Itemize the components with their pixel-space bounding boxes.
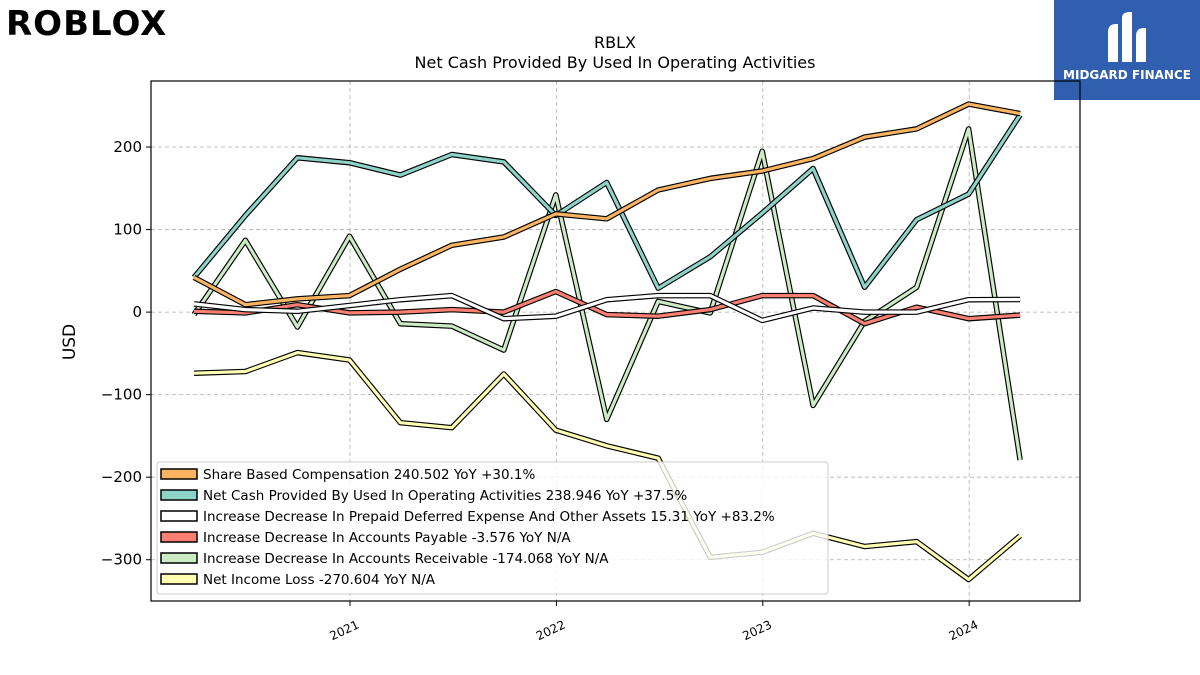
midgard-finance-name: MIDGARD FINANCE — [1063, 68, 1191, 82]
series-line — [193, 292, 1021, 324]
legend: Share Based Compensation 240.502 YoY +30… — [156, 461, 829, 595]
y-axis-label: USD — [60, 324, 80, 360]
legend-entry: Increase Decrease In Accounts Receivable… — [203, 551, 609, 567]
chart-title: RBLX — [594, 33, 636, 52]
legend-entry: Increase Decrease In Prepaid Deferred Ex… — [203, 509, 775, 525]
series-line-fill — [192, 114, 1022, 290]
legend-entry: Net Cash Provided By Used In Operating A… — [203, 488, 687, 504]
series-line-fill — [193, 294, 1021, 322]
y-tick-label: −300 — [101, 551, 142, 569]
series-line-fill — [193, 102, 1021, 307]
legend-entry: Share Based Compensation 240.502 YoY +30… — [203, 467, 535, 483]
y-tick-label: −100 — [101, 386, 142, 404]
x-tick-label: 2024 — [947, 618, 981, 644]
roblox-logo: ROBLOX — [6, 4, 168, 44]
legend-swatch — [160, 552, 198, 564]
y-tick-label: 0 — [132, 303, 142, 321]
series-lines — [191, 101, 1023, 583]
plot-frame — [150, 80, 1081, 602]
legend-entry: Net Income Loss -270.604 YoY N/A — [203, 572, 436, 588]
series-line-outline — [192, 101, 1021, 308]
y-axis-ticks: −300 −200 −100 0 100 200 — [101, 138, 151, 569]
x-axis-ticks: 2021 2022 2023 2024 — [328, 601, 981, 644]
legend-box — [156, 461, 829, 595]
midgard-finance-logo: MIDGARD FINANCE — [1054, 0, 1200, 100]
x-tick-label: 2022 — [534, 618, 568, 644]
chart-subtitle: Net Cash Provided By Used In Operating A… — [415, 53, 816, 72]
y-tick-label: −200 — [101, 468, 142, 486]
legend-swatch — [160, 573, 198, 585]
legend-swatch — [160, 489, 198, 501]
series-line — [191, 113, 1023, 291]
y-tick-label: 200 — [113, 138, 142, 156]
series-line — [191, 126, 1023, 461]
legend-entry: Increase Decrease In Accounts Payable -3… — [203, 530, 571, 546]
legend-swatch — [160, 531, 198, 543]
legend-swatch — [160, 510, 198, 522]
midgard-mark-icon — [1108, 12, 1146, 62]
series-line-outline — [191, 113, 1023, 291]
x-tick-label: 2021 — [328, 618, 362, 644]
series-line-fill — [193, 351, 1022, 582]
series-line — [192, 101, 1021, 308]
y-tick-label: 100 — [113, 221, 142, 239]
x-tick-label: 2023 — [740, 618, 774, 644]
series-line — [193, 349, 1022, 583]
legend-swatch — [160, 468, 198, 480]
